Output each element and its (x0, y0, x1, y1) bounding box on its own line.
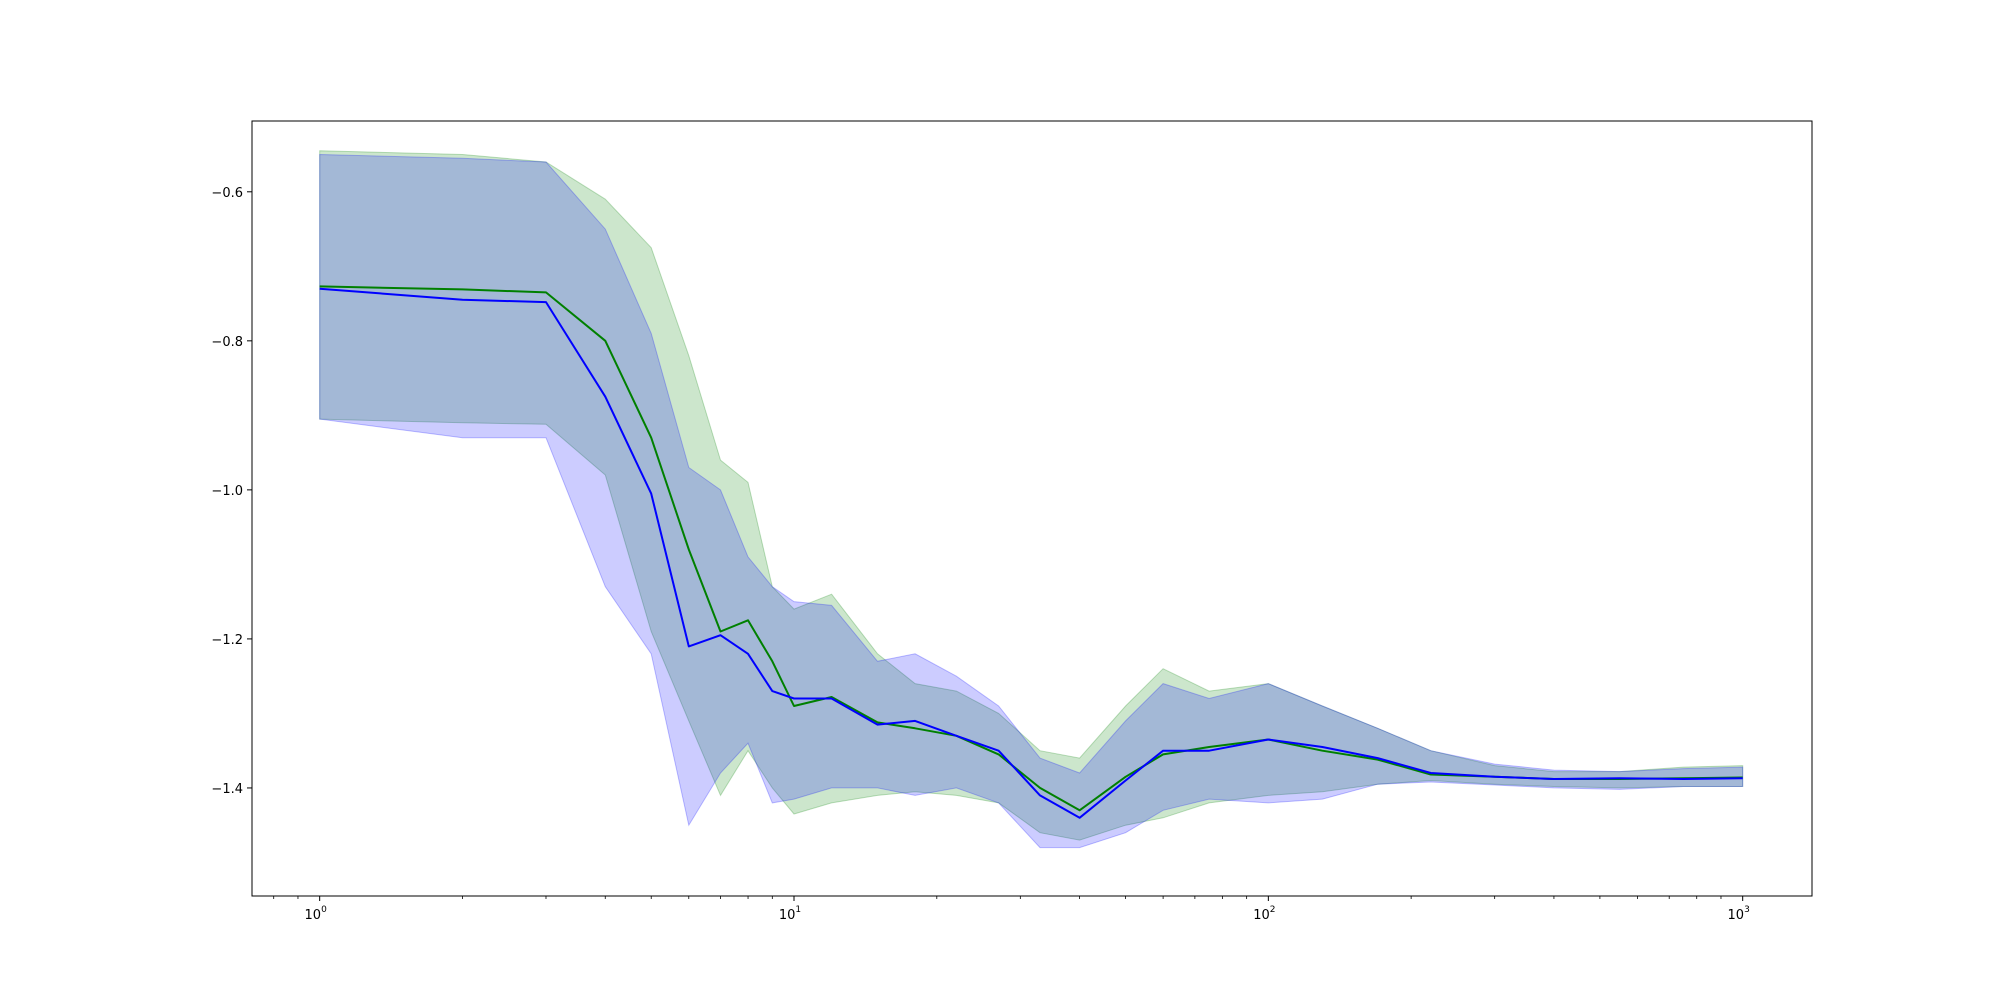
y-tick-label-4: −1.4 (211, 782, 243, 797)
series-2-line (319, 287, 1743, 819)
x-tick-label-0: 100 (305, 905, 328, 923)
x-tick-exponent-2: 2 (1270, 905, 1276, 915)
plot-frame (251, 120, 1813, 897)
x-tick-label-2: 102 (1253, 905, 1275, 923)
y-tick-label-0: −0.6 (211, 186, 243, 201)
x-tick-exponent-1: 1 (795, 905, 801, 915)
series-2-band (319, 153, 1744, 849)
x-tick-exponent-0: 0 (321, 905, 327, 915)
y-tick-label-2: −1.0 (211, 484, 243, 499)
x-axis-ticks: 100 101 102 103 (273, 896, 1750, 923)
x-tick-label-1: 101 (779, 905, 801, 923)
x-tick-exponent-3: 3 (1744, 905, 1750, 915)
y-axis-ticks: −0.6 −0.8 −1.0 −1.2 −1.4 (211, 186, 252, 797)
series-lines (319, 285, 1743, 819)
y-tick-label-1: −0.8 (211, 335, 243, 350)
y-tick-label-3: −1.2 (211, 633, 243, 648)
series-1-band (319, 150, 1744, 841)
confidence-bands (319, 150, 1744, 849)
x-tick-label-3: 103 (1728, 905, 1750, 923)
